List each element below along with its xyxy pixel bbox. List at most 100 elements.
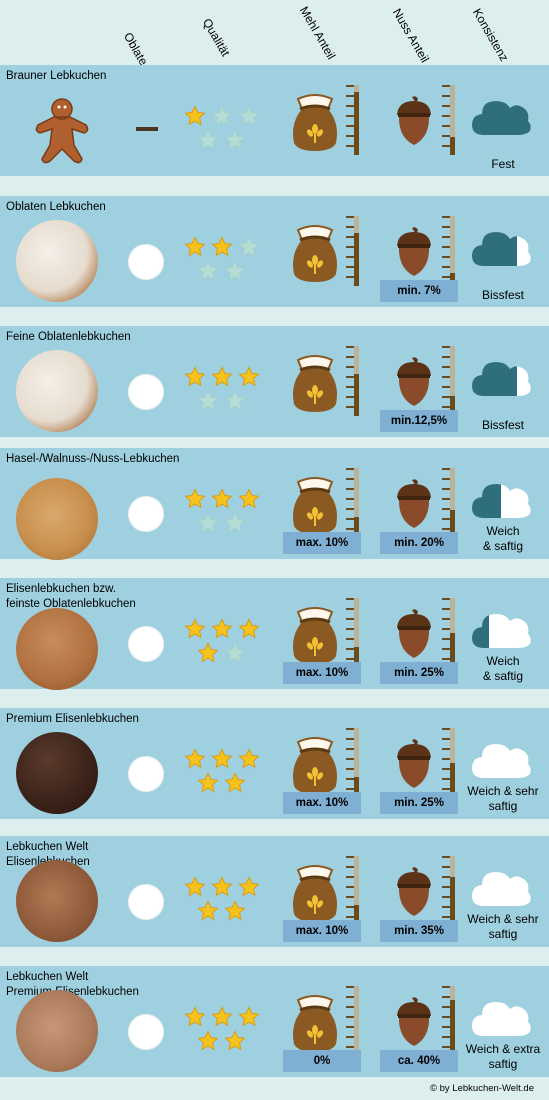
- column-header-quality: Qualität: [199, 16, 233, 59]
- flour-share-gauge: [346, 598, 360, 670]
- column-header-consistency: Konsistenz: [469, 6, 512, 64]
- acorn-icon: [394, 866, 434, 918]
- star-icon: [211, 1006, 233, 1028]
- acorn-icon: [394, 738, 434, 790]
- row-title: Brauner Lebkuchen: [6, 70, 107, 82]
- oblate-icon: [128, 244, 164, 280]
- flour-sack-icon: [288, 93, 342, 151]
- flour-share-gauge: [346, 728, 360, 800]
- flour-sack-icon: [288, 736, 342, 794]
- lebkuchen-image: [16, 732, 98, 814]
- star-icon: [238, 618, 260, 640]
- no-oblate-dash: [136, 127, 158, 131]
- table-row: Brauner Lebkuchen Fest: [0, 65, 549, 176]
- nut-share-label: min. 25%: [380, 662, 458, 684]
- table-row: Lebkuchen Welt Premium Elisenlebkuchen 0…: [0, 966, 549, 1077]
- flour-share-gauge: [346, 856, 360, 928]
- table-row: Elisenlebkuchen bzw. feinste Oblatenlebk…: [0, 578, 549, 690]
- credit-line: © by Lebkuchen-Welt.de: [430, 1083, 534, 1094]
- flour-share-gauge: [346, 468, 360, 540]
- quality-stars: [184, 105, 264, 153]
- star-icon: [197, 512, 219, 534]
- nut-share-gauge: [442, 598, 456, 670]
- table-row: Feine Oblatenlebkuchen min.12,5% Bissfes…: [0, 326, 549, 437]
- consistency-label: Weich & sehr saftig: [467, 784, 539, 813]
- lebkuchen-image: [16, 860, 98, 942]
- lebkuchen-image: [30, 95, 94, 170]
- flour-share-label: max. 10%: [283, 662, 361, 684]
- star-icon: [211, 748, 233, 770]
- star-icon: [224, 129, 246, 151]
- flour-sack-icon: [288, 224, 342, 282]
- acorn-icon: [394, 95, 434, 147]
- oblate-icon: [128, 496, 164, 532]
- consistency-label: Weich & sehr saftig: [467, 912, 539, 941]
- star-icon: [211, 876, 233, 898]
- oblate-icon: [128, 626, 164, 662]
- flour-share-gauge: [346, 986, 360, 1058]
- star-icon: [197, 1030, 219, 1052]
- star-icon: [184, 236, 206, 258]
- star-icon: [197, 642, 219, 664]
- star-icon: [238, 366, 260, 388]
- lebkuchen-image: [16, 220, 98, 302]
- oblate-icon: [128, 374, 164, 410]
- quality-stars: [184, 236, 264, 284]
- consistency-label: Fest: [491, 157, 515, 171]
- row-title: Elisenlebkuchen bzw. feinste Oblatenlebk…: [6, 583, 136, 610]
- nut-share-label: min. 20%: [380, 532, 458, 554]
- flour-share-gauge: [346, 346, 360, 418]
- flour-share-gauge: [346, 216, 360, 288]
- star-icon: [197, 772, 219, 794]
- star-icon: [224, 512, 246, 534]
- nut-share-label: min. 7%: [380, 280, 458, 302]
- acorn-icon: [394, 996, 434, 1048]
- row-title: Oblaten Lebkuchen: [6, 201, 106, 213]
- table-row: Premium Elisenlebkuchen max. 10% min. 25%…: [0, 708, 549, 819]
- consistency-label: Bissfest: [481, 418, 524, 432]
- nut-share-label: min. 35%: [380, 920, 458, 942]
- star-icon: [211, 236, 233, 258]
- star-icon: [184, 105, 206, 127]
- nut-share-gauge: [442, 346, 456, 418]
- star-icon: [184, 618, 206, 640]
- row-title: Hasel-/Walnuss-/Nuss-Lebkuchen: [6, 453, 180, 465]
- consistency-label: Bissfest: [481, 288, 524, 302]
- star-icon: [238, 236, 260, 258]
- star-icon: [197, 390, 219, 412]
- consistency-cloud-icon: [470, 478, 532, 520]
- star-icon: [224, 390, 246, 412]
- nut-share-gauge: [442, 728, 456, 800]
- nut-share-gauge: [442, 856, 456, 928]
- star-icon: [224, 900, 246, 922]
- star-icon: [238, 105, 260, 127]
- column-header-flour: Mehl Anteil: [296, 4, 339, 62]
- consistency-cloud-icon: [470, 996, 532, 1038]
- acorn-icon: [394, 608, 434, 660]
- consistency-cloud-icon: [470, 356, 532, 398]
- consistency-cloud-icon: [470, 226, 532, 268]
- nut-share-label: min.12,5%: [380, 410, 458, 432]
- lebkuchen-image: [16, 990, 98, 1072]
- star-icon: [184, 488, 206, 510]
- acorn-icon: [394, 226, 434, 278]
- table-row: Lebkuchen Welt Elisenlebkuchen max. 10%m…: [0, 836, 549, 947]
- star-icon: [184, 876, 206, 898]
- row-title: Feine Oblatenlebkuchen: [6, 331, 131, 343]
- row-title: Premium Elisenlebkuchen: [6, 713, 139, 725]
- consistency-cloud-icon: [470, 608, 532, 650]
- flour-share-label: max. 10%: [283, 792, 361, 814]
- quality-stars: [184, 876, 264, 924]
- column-header-nut: Nuss Anteil: [389, 6, 433, 65]
- star-icon: [224, 260, 246, 282]
- column-header-oblate: Oblate: [120, 30, 151, 68]
- quality-stars: [184, 1006, 264, 1054]
- flour-sack-icon: [288, 476, 342, 534]
- star-icon: [238, 876, 260, 898]
- flour-share-gauge: [346, 85, 360, 157]
- nut-share-gauge: [442, 85, 456, 157]
- star-icon: [224, 642, 246, 664]
- table-row: Oblaten Lebkuchen min. 7% Bissfest: [0, 196, 549, 307]
- quality-stars: [184, 618, 264, 666]
- consistency-cloud-icon: [470, 738, 532, 780]
